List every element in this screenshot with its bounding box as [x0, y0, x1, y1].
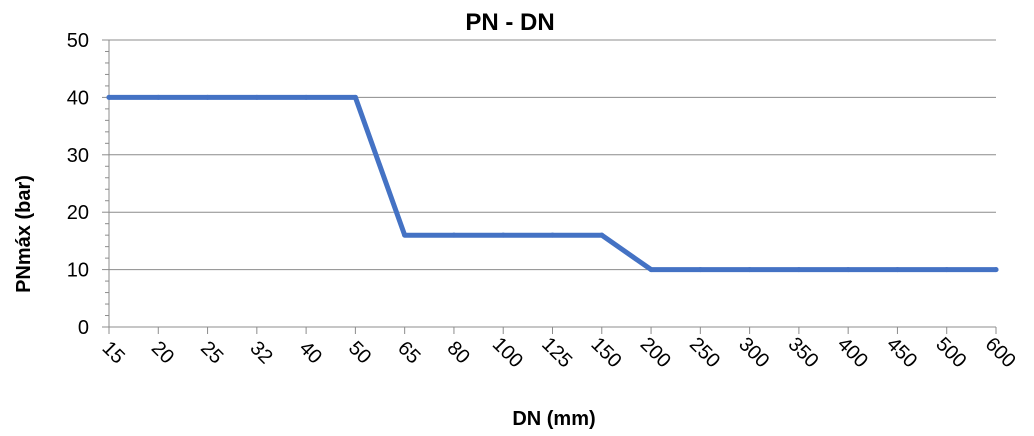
data-point-25	[205, 94, 211, 100]
x-tick-label-65: 65	[393, 337, 424, 368]
series-line-0	[106, 94, 999, 273]
data-point-32	[254, 94, 260, 100]
x-axis-title: DN (mm)	[512, 408, 595, 430]
x-tick-label-100: 100	[488, 333, 527, 372]
data-point-40	[303, 94, 309, 100]
x-tick-label-40: 40	[295, 337, 326, 368]
x-tick-label-32: 32	[245, 337, 276, 368]
y-tick-label-30: 30	[67, 145, 89, 167]
data-point-400	[845, 267, 851, 273]
x-tick-label-500: 500	[931, 333, 970, 372]
data-point-150	[599, 232, 605, 238]
x-tick-label-50: 50	[344, 337, 375, 368]
chart-title: PN - DN	[465, 9, 554, 36]
y-tick-label-0: 0	[78, 317, 89, 339]
data-point-125	[550, 232, 555, 238]
x-tick-label-125: 125	[537, 333, 576, 372]
x-tick-label-250: 250	[685, 333, 724, 372]
series-group	[106, 94, 999, 273]
x-tick-label-20: 20	[147, 337, 178, 368]
data-point-500	[944, 267, 950, 273]
data-point-450	[894, 267, 900, 273]
data-point-20	[155, 94, 161, 100]
data-point-600	[993, 267, 999, 273]
x-tick-label-400: 400	[833, 333, 872, 372]
y-tick-label-20: 20	[67, 202, 89, 224]
x-tick-label-150: 150	[586, 333, 625, 372]
data-point-100	[500, 232, 506, 238]
data-point-80	[451, 232, 457, 238]
x-tick-label-350: 350	[784, 333, 823, 372]
y-tick-labels: 0 10 20 30 40 50	[67, 30, 89, 339]
y-axis-title: PNmáx (bar)	[13, 175, 35, 293]
y-tick-label-10: 10	[67, 260, 89, 282]
y-tick-label-50: 50	[67, 30, 89, 52]
data-point-300	[747, 267, 753, 273]
x-tick-labels: 15 20 25 32 40 50 65 80 100 125 150 200 250 300 350 400…	[98, 333, 1020, 372]
x-tick-label-200: 200	[636, 333, 675, 372]
data-point-250	[697, 267, 703, 273]
x-tick-label-80: 80	[443, 337, 474, 368]
axes	[102, 39, 997, 334]
x-tick-label-300: 300	[734, 333, 773, 372]
data-point-50	[352, 94, 358, 100]
data-point-65	[402, 232, 408, 238]
x-tick-label-25: 25	[196, 337, 227, 368]
y-tick-label-40: 40	[67, 87, 89, 109]
x-tick-label-600: 600	[981, 333, 1020, 372]
data-point-350	[796, 267, 802, 273]
data-point-15	[106, 94, 112, 100]
x-tick-label-450: 450	[882, 333, 921, 372]
x-tick-label-15: 15	[98, 337, 129, 368]
data-point-200	[648, 267, 654, 273]
